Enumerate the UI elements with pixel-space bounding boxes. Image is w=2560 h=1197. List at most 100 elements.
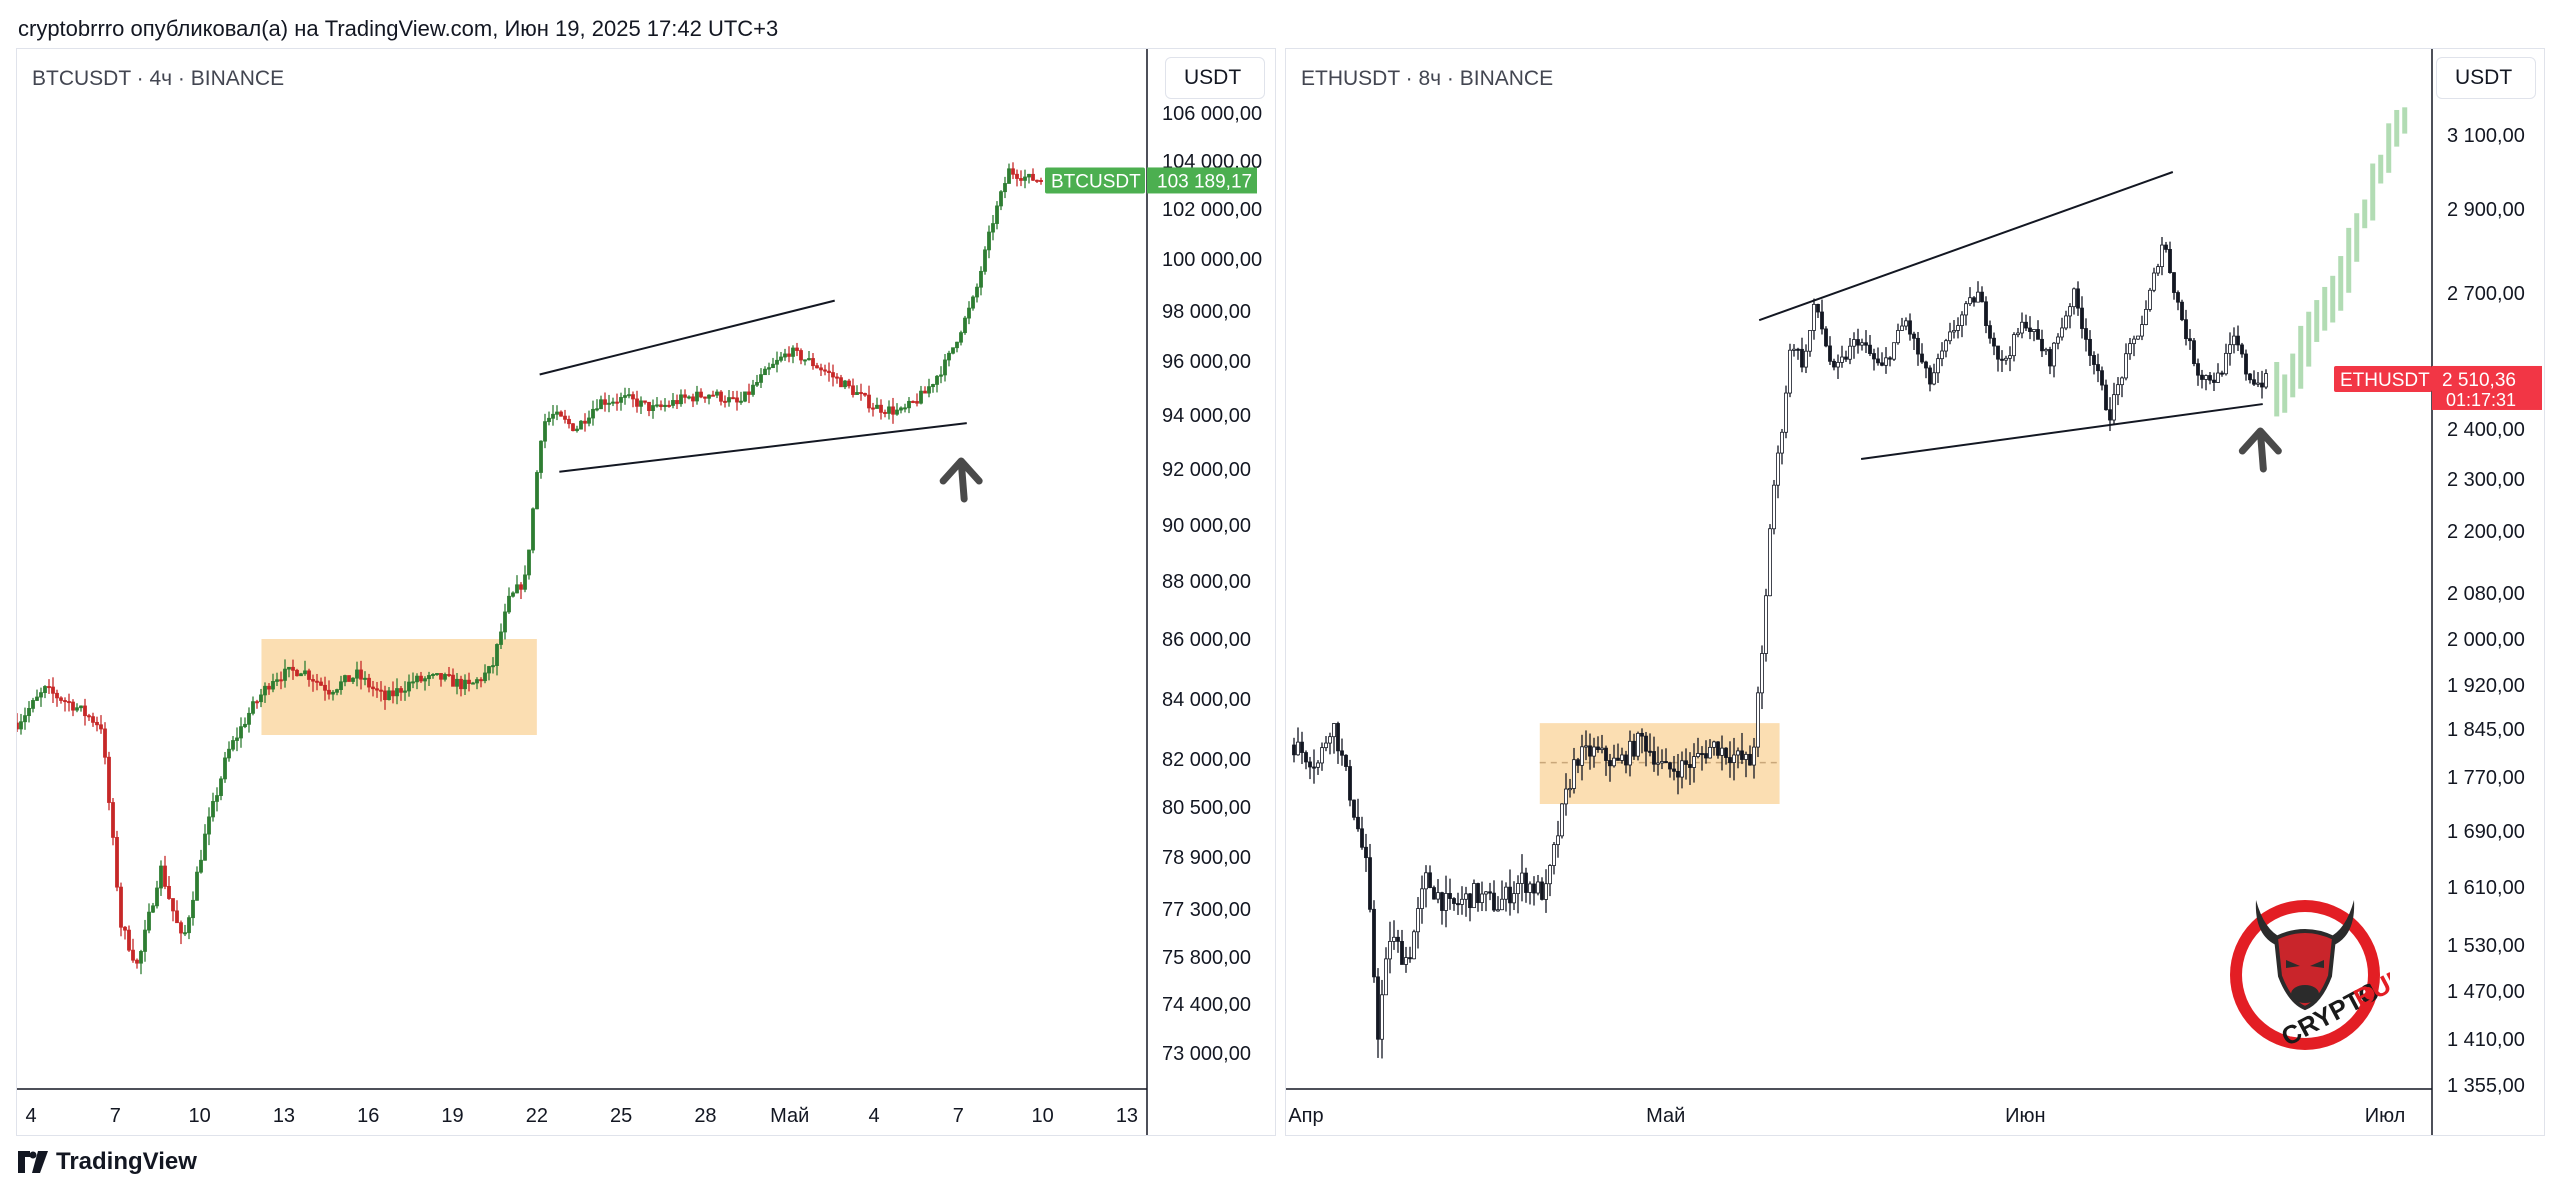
price-tick-label: 94 000,00: [1162, 405, 1251, 427]
candle-body: [1924, 361, 1928, 369]
candle-body: [1007, 168, 1011, 184]
candle-body: [2104, 384, 2108, 411]
candle-body: [2008, 355, 2012, 359]
candle-body: [227, 748, 231, 759]
candle-body: [683, 394, 687, 398]
candle-body: [119, 886, 123, 928]
candle-body: [419, 675, 423, 682]
candle-body: [931, 384, 935, 388]
candle-body: [587, 417, 591, 424]
candle-body: [1964, 303, 1968, 316]
candle-body: [395, 688, 399, 697]
candle-body: [35, 696, 39, 701]
candle-body: [371, 686, 375, 690]
candle-body: [1840, 356, 1844, 363]
candle-body: [1876, 358, 1880, 364]
btc-chart-panel[interactable]: 106 000,00 104 000,00 102 000,00 100 000,00…: [16, 48, 1276, 1136]
price-tick-label: 90 000,00: [1162, 515, 1251, 537]
candle-body: [963, 317, 967, 334]
candle-body: [1896, 330, 1900, 344]
candle-body: [823, 369, 827, 372]
eth-chart-svg[interactable]: 3 100,00 2 900,00 2 700,00 2 400,00 2 300,00…: [1286, 49, 2544, 1135]
projection-bar: [2274, 361, 2280, 417]
candle-body: [887, 406, 891, 414]
candle-body: [443, 674, 447, 680]
candle-body: [2012, 334, 2016, 357]
candle-body: [819, 367, 823, 371]
time-tick-label: Июл: [2365, 1105, 2406, 1127]
candle-body: [2072, 288, 2076, 308]
candle-body: [2080, 307, 2084, 329]
eth-currency-button[interactable]: USDT: [2436, 57, 2536, 99]
candle-body: [927, 386, 931, 394]
candle-body: [1904, 320, 1908, 327]
candle-body: [187, 917, 191, 934]
candle-body: [2064, 315, 2068, 329]
candle-body: [1884, 357, 1888, 366]
candle-body: [17, 722, 19, 730]
candle-body: [971, 296, 975, 309]
candle-body: [1556, 835, 1560, 846]
candle-body: [1544, 883, 1548, 900]
candle-body: [943, 359, 947, 376]
candle-body: [983, 249, 987, 272]
candle-body: [27, 707, 31, 717]
candle-body: [815, 365, 819, 369]
candle-body: [1848, 345, 1852, 360]
candle-body: [699, 391, 703, 398]
candle-body: [1784, 392, 1788, 433]
candle-body: [1824, 328, 1828, 347]
candle-body: [1476, 883, 1480, 904]
candle-body: [307, 670, 311, 680]
candle-body: [115, 837, 119, 888]
candle-body: [427, 675, 431, 680]
candle-body: [679, 394, 683, 405]
candle-body: [1676, 770, 1680, 778]
candle-body: [1408, 957, 1412, 960]
candle-body: [2116, 384, 2120, 396]
candle-body: [1520, 872, 1524, 884]
candle-body: [179, 922, 183, 934]
candle-body: [967, 307, 971, 319]
candle-body: [1984, 301, 1988, 326]
candle-body: [235, 737, 239, 741]
candle-body: [2228, 344, 2232, 354]
price-tick-label: 96 000,00: [1162, 351, 1251, 373]
candle-body: [643, 400, 647, 403]
candle-body: [2172, 272, 2176, 293]
candle-body: [1936, 358, 1940, 374]
candle-body: [503, 611, 507, 633]
candle-body: [431, 674, 435, 677]
candle-body: [923, 390, 927, 394]
candle-body: [263, 685, 267, 696]
btc-currency-button[interactable]: USDT: [1165, 57, 1265, 99]
last-price-symbol-tag: [2334, 365, 2432, 392]
candle-body: [279, 679, 283, 682]
candle-body: [1039, 179, 1043, 182]
time-tick-label: Май: [1646, 1105, 1685, 1127]
candle-body: [287, 666, 291, 670]
candle-body: [1716, 741, 1720, 756]
time-tick-label: Июн: [2005, 1105, 2045, 1127]
candle-body: [795, 347, 799, 351]
candle-body: [1392, 936, 1396, 942]
candle-body: [939, 374, 943, 377]
consolidation-range-box: [261, 639, 537, 735]
candle-body: [1820, 311, 1824, 330]
candle-body: [619, 397, 623, 403]
candle-body: [71, 701, 75, 711]
candle-body: [703, 396, 707, 399]
candle-body: [2252, 379, 2256, 385]
candle-body: [211, 801, 215, 818]
candle-body: [567, 418, 571, 425]
candle-body: [1528, 883, 1532, 893]
candle-body: [43, 686, 47, 694]
time-tick-label: 16: [357, 1105, 379, 1127]
candle-body: [83, 705, 87, 717]
tradingview-footer[interactable]: TradingView: [18, 1148, 197, 1176]
candle-body: [2132, 338, 2136, 345]
candle-body: [2112, 394, 2116, 421]
candle-body: [1612, 757, 1616, 767]
wedge-upper-trendline: [1758, 171, 2174, 322]
